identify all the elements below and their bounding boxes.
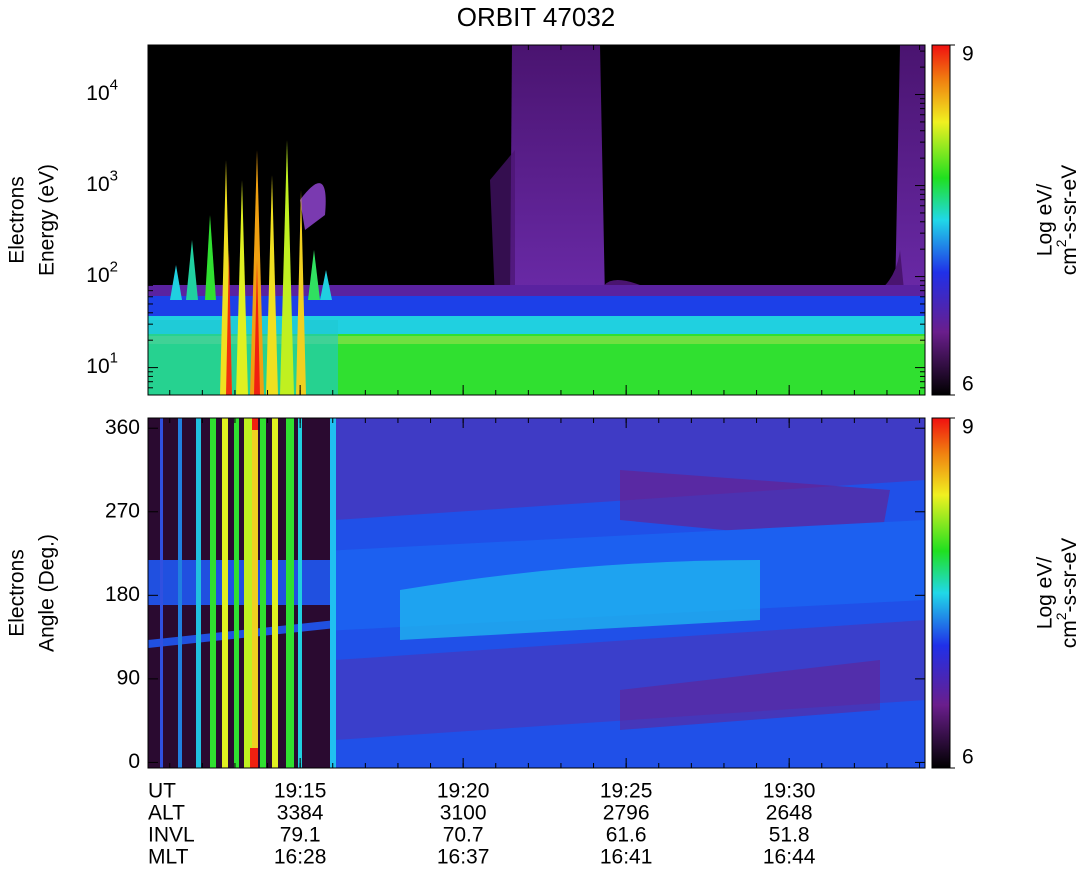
y-tick-label: 102 — [86, 259, 118, 288]
ephemeris-name: INVL — [148, 824, 195, 847]
y-tick-exponent: 1 — [110, 350, 118, 367]
colorbar — [931, 44, 951, 396]
y-tick-exponent: 3 — [110, 168, 118, 185]
colorbar-label-sup: 2 — [1053, 612, 1069, 620]
colorbar-tick-label: 9 — [962, 416, 974, 439]
colorbar-label-part: -s-sr-eV — [1058, 538, 1081, 613]
ephemeris-value: 16:44 — [763, 846, 816, 869]
bursts — [170, 140, 332, 395]
ephemeris-value: 16:28 — [274, 846, 327, 869]
ephemeris-value: 16:37 — [437, 846, 490, 869]
y-tick-label: 180 — [105, 583, 140, 606]
colorbar-tick-label: 6 — [962, 746, 974, 769]
ephemeris-name: MLT — [148, 846, 189, 869]
x-tick-label: 19:15 — [274, 780, 327, 803]
panel-frame — [147, 44, 926, 396]
y-axis-label: Angle (Deg.) — [36, 534, 59, 652]
spectrogram-angle — [148, 418, 925, 768]
ephemeris-value: 70.7 — [443, 824, 484, 847]
ephemeris-value: 61.6 — [606, 824, 647, 847]
x-tick-label: 19:30 — [763, 780, 816, 803]
ephemeris-value: 2648 — [766, 802, 813, 825]
y-tick-label: 101 — [86, 350, 118, 379]
spectrogram-energy — [148, 45, 925, 395]
colorbar-label-sup: 2 — [1053, 239, 1069, 247]
colorbar-label: Log eV/ — [1034, 557, 1057, 630]
colorbar-label-part: -s-sr-eV — [1058, 165, 1081, 240]
colorbar-tick-label: 9 — [962, 43, 974, 66]
y-tick-label: 90 — [117, 666, 140, 689]
colorbar-tick-label: 6 — [962, 373, 974, 396]
y-tick-exponent: 4 — [110, 76, 118, 93]
ephemeris-value: 2796 — [603, 802, 650, 825]
y-tick-label: 104 — [86, 76, 118, 105]
x-axis-label: UT — [148, 780, 176, 803]
ephemeris-value: 3384 — [277, 802, 324, 825]
colorbar-label: Log eV/ — [1034, 184, 1057, 257]
ephemeris-value: 79.1 — [280, 824, 321, 847]
colorbar-label: cm2-s-sr-eV — [1053, 538, 1081, 648]
ephemeris-value: 16:41 — [600, 846, 653, 869]
ephemeris-name: ALT — [148, 802, 185, 825]
x-tick-label: 19:20 — [437, 780, 490, 803]
ephemeris-value: 3100 — [440, 802, 487, 825]
y-tick-label: 270 — [105, 499, 140, 522]
colorbar — [931, 417, 951, 769]
chart-title: ORBIT 47032 — [457, 2, 616, 32]
bursts — [160, 418, 336, 768]
colorbar-label-part: cm — [1058, 247, 1081, 275]
colorbar-label-part: cm — [1058, 620, 1081, 648]
panel-frame — [147, 417, 926, 769]
y-tick-label: 360 — [105, 416, 140, 439]
y-tick-exponent: 2 — [110, 259, 118, 276]
y-axis-label: Energy (eV) — [36, 164, 59, 276]
ephemeris-value: 51.8 — [769, 824, 810, 847]
y-axis-label: Electrons — [6, 176, 29, 264]
y-axis-label: Electrons — [6, 549, 29, 637]
colorbar-label: cm2-s-sr-eV — [1053, 165, 1081, 275]
y-tick-label: 0 — [128, 750, 140, 773]
x-tick-label: 19:25 — [600, 780, 653, 803]
y-tick-label: 103 — [86, 168, 118, 197]
